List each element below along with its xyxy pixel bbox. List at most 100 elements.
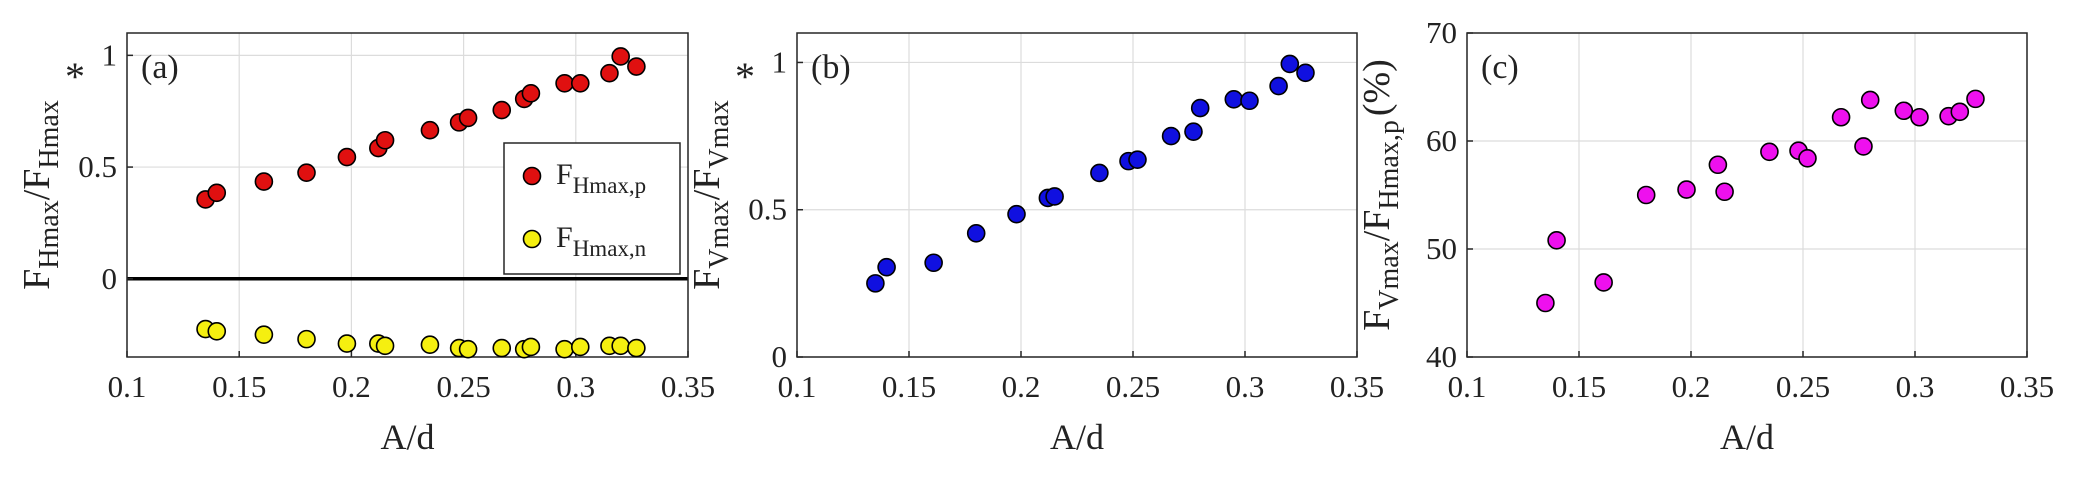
data-point: [1090, 163, 1109, 183]
x-tick-label: 0.25: [1106, 369, 1160, 404]
axes-box: [796, 32, 1358, 358]
data-point: [1708, 155, 1728, 175]
x-axis-label: A/d: [1720, 417, 1774, 457]
legend-marker: [522, 166, 542, 186]
legend-marker: [522, 229, 542, 249]
y-tick-label: 40: [1426, 339, 1457, 374]
x-tick-label: 0.2: [1002, 369, 1041, 404]
x-tick-label: 0.3: [1226, 369, 1265, 404]
data-point: [1547, 231, 1566, 250]
data-point: [1594, 273, 1613, 292]
axes-box: [1466, 32, 2028, 358]
x-tick-label: 0.35: [2000, 369, 2054, 404]
y-tick-label: 0.5: [748, 192, 787, 227]
data-point: [1536, 293, 1555, 313]
y-tick-label: 70: [1426, 15, 1457, 50]
data-point: [1760, 142, 1779, 162]
y-tick-label: 0.5: [78, 149, 117, 184]
data-point: [458, 108, 478, 128]
data-point: [570, 73, 590, 93]
x-tick-label: 0.35: [1330, 369, 1384, 404]
legend-entry: FHmax,n: [556, 221, 647, 261]
data-point: [1854, 137, 1873, 156]
data-point: [924, 253, 943, 273]
y-tick-label: 50: [1426, 231, 1457, 266]
data-point: [521, 84, 541, 103]
x-tick-label: 0.25: [1776, 369, 1830, 404]
data-point: [337, 147, 357, 167]
y-tick-label: 1: [102, 37, 118, 72]
axes-box: [126, 32, 689, 358]
data-point: [254, 325, 274, 344]
data-point: [627, 57, 646, 76]
x-tick-label: 0.15: [212, 369, 266, 404]
data-point: [1715, 182, 1734, 202]
panel-label: (a): [141, 49, 179, 86]
data-point: [1798, 148, 1817, 168]
data-point: [555, 339, 574, 359]
data-point: [207, 183, 227, 203]
data-point: [1860, 90, 1880, 110]
legend: FHmax,p FHmax,n: [503, 142, 681, 275]
data-point: [1831, 107, 1851, 127]
legend-box: [503, 142, 681, 275]
x-axis-label: A/d: [381, 417, 435, 457]
x-tick-label: 0.25: [436, 369, 490, 404]
data-point: [877, 257, 896, 277]
data-point: [458, 339, 478, 359]
y-tick-label: 1: [772, 44, 788, 79]
y-axis-label: FVmax/FHmax,p(%): [1356, 59, 1405, 331]
x-tick-label: 0.35: [661, 369, 715, 404]
y-axis-label: FVmax/FVmax: [686, 100, 735, 290]
data-point: [375, 336, 395, 356]
data-point: [1007, 204, 1026, 224]
data-point: [966, 223, 986, 243]
y-axis-label-star: *: [65, 54, 85, 99]
y-axis-label-star: *: [735, 54, 755, 99]
data-point: [1966, 89, 1985, 109]
data-point: [1190, 98, 1210, 118]
data-point: [297, 329, 316, 349]
data-point: [1184, 122, 1203, 141]
panel-label: (b): [811, 49, 851, 86]
chart-panel-2: 0.1 0.15 0.2 0.25 0.3 0.35 0 0.5 1 (b) A/d FVmax/FV…: [686, 32, 1384, 457]
data-point: [420, 335, 440, 355]
data-point: [1894, 101, 1914, 121]
data-point: [1161, 126, 1181, 146]
x-tick-label: 0.2: [1672, 369, 1711, 404]
data-point: [611, 336, 630, 356]
x-tick-label: 0.15: [882, 369, 936, 404]
data-point: [555, 73, 574, 93]
x-tick-label: 0.3: [1896, 369, 1935, 404]
data-point: [297, 163, 316, 182]
data-point: [627, 338, 646, 358]
y-tick-label: 0: [102, 261, 118, 296]
data-point: [1240, 91, 1259, 111]
data-point: [521, 337, 541, 357]
x-tick-label: 0.2: [332, 369, 371, 404]
chart-panel-3: 0.1 0.15 0.2 0.25 0.3 0.35 40 50 60 70 (c) A/d FVmax…: [1356, 15, 2054, 457]
data-point: [1677, 180, 1696, 199]
data-point: [420, 120, 440, 140]
data-point: [207, 322, 227, 341]
data-point: [611, 47, 630, 66]
data-point: [254, 172, 274, 191]
legend-entry: FHmax,p: [556, 158, 646, 198]
data-point: [1950, 102, 1970, 122]
data-point: [1045, 187, 1064, 206]
y-axis-label: FHmax/FHmax: [16, 100, 65, 290]
y-tick-label: 0: [772, 339, 788, 374]
panel-label: (c): [1481, 49, 1519, 86]
x-tick-label: 0.1: [778, 369, 817, 404]
data-point: [1128, 150, 1147, 169]
data-point: [866, 274, 885, 293]
data-point: [1224, 89, 1244, 109]
y-tick-label: 60: [1426, 123, 1457, 158]
data-point: [1910, 107, 1929, 127]
data-point: [570, 337, 590, 357]
x-tick-label: 0.1: [108, 369, 147, 404]
data-point: [1296, 63, 1315, 83]
chart-panel-1: 0.1 0.15 0.2 0.25 0.3 0.35 0 0.5 1 (a) A/d FHmax/FH…: [16, 32, 715, 457]
